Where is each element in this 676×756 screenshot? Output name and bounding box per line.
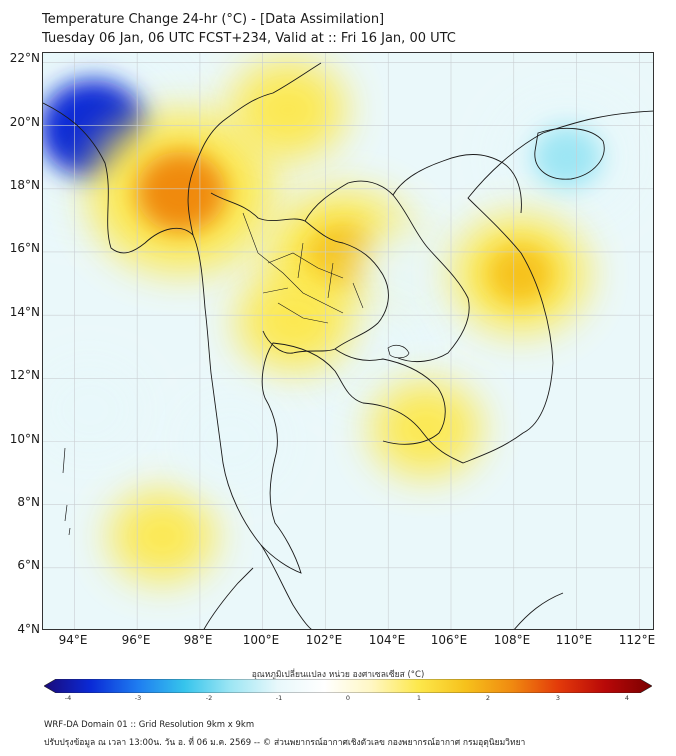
lat-label-16n: 16°N [9, 241, 40, 255]
vietnam-border [392, 154, 522, 214]
lon-label-108e: 108°E [493, 633, 531, 647]
warm-anomaly-core [487, 244, 553, 304]
lat-label-4n: 4°N [17, 622, 40, 636]
lon-label-110e: 110°E [555, 633, 593, 647]
lon-label-94e: 94°E [58, 633, 88, 647]
colorbar-tick: 1 [416, 694, 422, 702]
lon-label-98e: 98°E [183, 633, 213, 647]
footer-credit: ปรับปรุงข้อมูล ณ เวลา 13:00น. วัน อ. ที่… [44, 738, 526, 748]
warm-anomaly [109, 490, 215, 582]
lon-label-106e: 106°E [430, 633, 468, 647]
borneo-coast [514, 592, 564, 629]
cambodia-border [334, 348, 446, 445]
temperature-change-map [42, 52, 654, 630]
lat-label-22n: 22°N [9, 51, 40, 65]
colorbar-tick: 0 [345, 694, 351, 702]
myanmar-border [187, 62, 322, 236]
graticule [43, 53, 653, 629]
cold-anomaly-core [532, 125, 602, 189]
colorbar-tick: 3 [555, 694, 561, 702]
lat-label-20n: 20°N [9, 115, 40, 129]
mainland-coastline [43, 102, 653, 574]
lon-label-102e: 102°E [305, 633, 343, 647]
colorbar-title: อุณหภูมิเปลี่ยนแปลง หน่วย องศาเซลเซียส (… [251, 670, 425, 680]
warm-anomaly-core [136, 151, 226, 233]
hainan-island [534, 127, 605, 180]
lat-label-12n: 12°N [9, 368, 40, 382]
lon-label-96e: 96°E [121, 633, 151, 647]
lon-label-104e: 104°E [368, 633, 406, 647]
lat-label-18n: 18°N [9, 178, 40, 192]
lat-label-6n: 6°N [17, 558, 40, 572]
malay-peninsula-coast [260, 544, 312, 629]
warm-anomaly [370, 381, 481, 477]
colorbar [44, 679, 652, 693]
cold-anomaly [43, 364, 143, 456]
footer-grid-info: WRF-DA Domain 01 :: Grid Resolution 9km … [44, 720, 255, 730]
andaman-islands [62, 447, 71, 536]
province-lines [242, 212, 364, 324]
lon-label-112e: 112°E [618, 633, 656, 647]
warm-anomaly [236, 271, 352, 372]
warm-anomaly [230, 59, 346, 160]
thailand-border [210, 192, 389, 354]
colorbar-tick: 4 [624, 694, 630, 702]
tonle-sap-lake [387, 344, 410, 359]
lat-label-14n: 14°N [9, 305, 40, 319]
colorbar-tick: -4 [64, 694, 72, 702]
colorbar-tick: -3 [134, 694, 142, 702]
colorbar-ramp [44, 679, 652, 693]
lat-label-10n: 10°N [9, 432, 40, 446]
map-canvas [43, 53, 653, 629]
coastlines-and-borders [43, 62, 653, 629]
lon-label-100e: 100°E [242, 633, 280, 647]
colorbar-tick: -2 [205, 694, 213, 702]
map-subtitle: Tuesday 06 Jan, 06 UTC FCST+234, Valid a… [42, 31, 456, 46]
sumatra-coast [203, 567, 254, 629]
colorbar-tick: 2 [485, 694, 491, 702]
colorbar-tick: -1 [275, 694, 283, 702]
map-title: Temperature Change 24-hr (°C) - [Data As… [42, 12, 385, 27]
lat-label-8n: 8°N [17, 495, 40, 509]
laos-border [304, 180, 470, 363]
